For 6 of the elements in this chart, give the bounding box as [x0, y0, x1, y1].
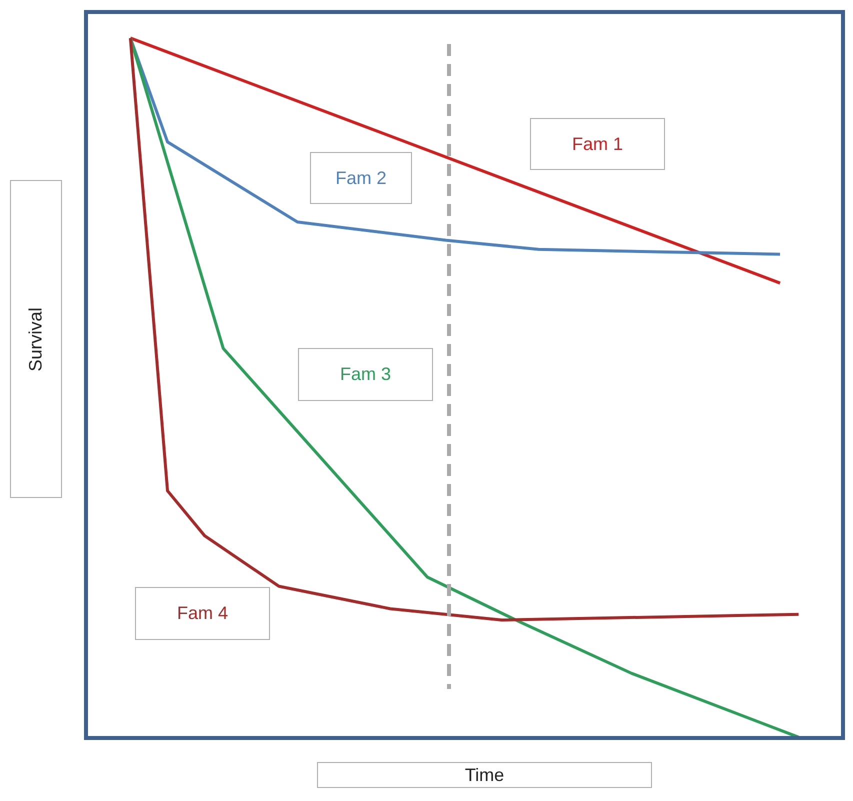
y-axis-title: Survival [26, 306, 46, 372]
text: Fam 3 [298, 348, 433, 401]
text: Fam 2 [310, 152, 412, 204]
text: Fam 1 [530, 118, 665, 170]
text: Fam 4 [135, 587, 270, 640]
x-axis-title: Time [317, 762, 652, 788]
